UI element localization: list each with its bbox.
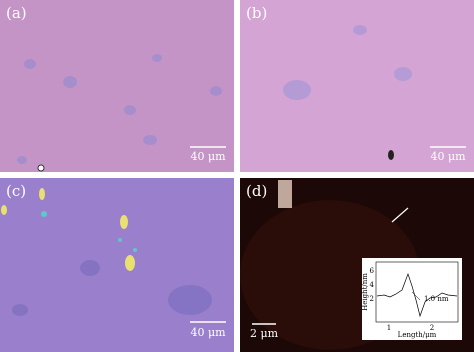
panel-d: (d) 2 μm 1.0 nm 6 4 2 1 2 Length/μm Heig… [240, 178, 474, 352]
scale-bar-label: 40 μm [190, 326, 226, 339]
scale-bar-label: 2 μm [250, 327, 279, 340]
panel-b: (b) 40 μm [240, 0, 474, 172]
scale-bar-label: 40 μm [430, 150, 466, 163]
panel-label: (d) [246, 182, 267, 200]
height-profile-inset: 1.0 nm 6 4 2 1 2 Length/μm Height/nm [361, 258, 462, 340]
panel-label: (a) [6, 4, 27, 22]
scale-bar-label: 40 μm [190, 150, 226, 163]
panel-a: (a) 40 μm [0, 0, 234, 172]
inset-y-tick-label: 4 [370, 281, 375, 289]
panel-label: (c) [6, 182, 26, 200]
panel-c: (c) 40 μm [0, 178, 234, 352]
inset-y-tick-label: 6 [370, 267, 375, 275]
inset-y-tick-label: 2 [370, 295, 374, 303]
inset-annotation: 1.0 nm [424, 295, 449, 303]
inset-x-axis-label: Length/μm [398, 331, 437, 339]
panel-label: (b) [246, 4, 267, 22]
inset-x-tick-label: 1 [387, 324, 391, 332]
inset-y-axis-label: Height/nm [361, 273, 369, 311]
inset-x-tick-label: 2 [430, 324, 434, 332]
